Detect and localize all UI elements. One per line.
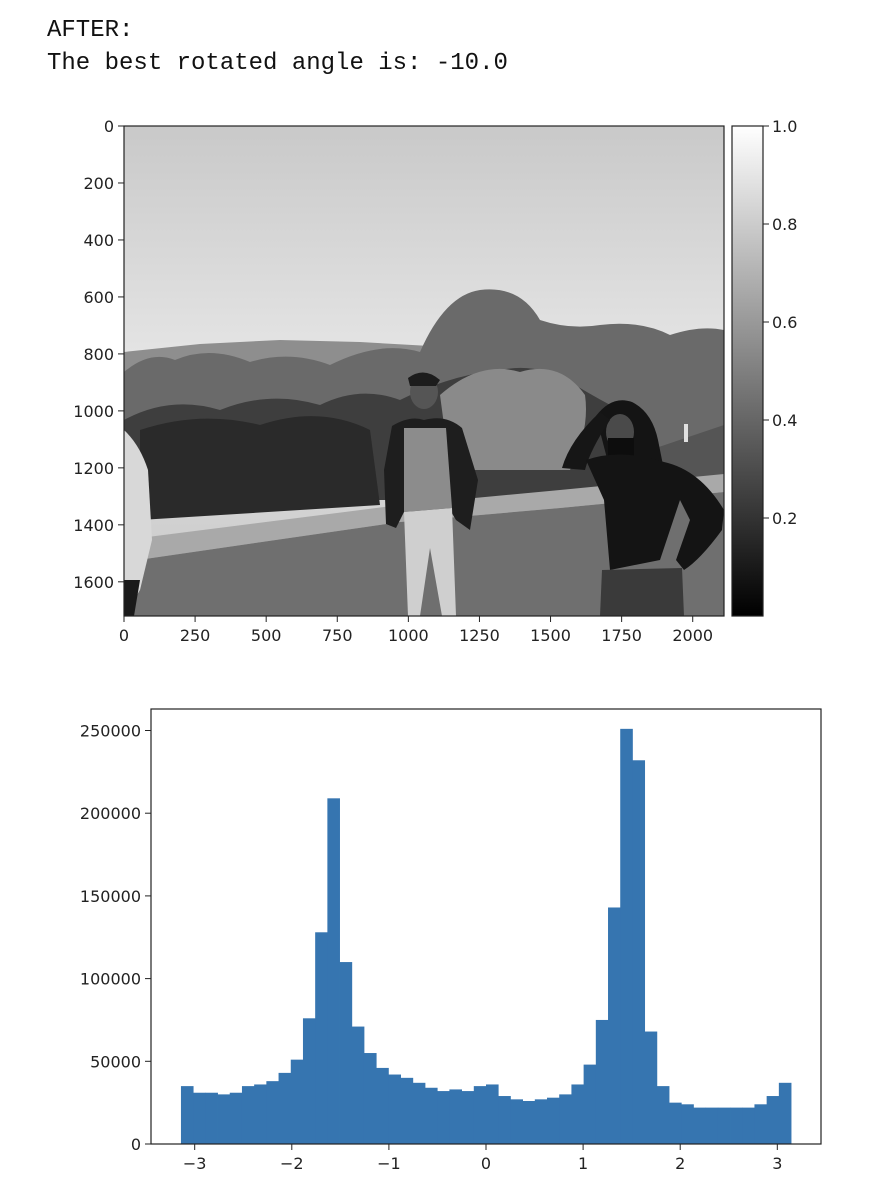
histogram-bar: [632, 760, 646, 1144]
histogram-bar: [656, 1086, 670, 1144]
histogram-bar: [327, 798, 340, 1144]
histogram-panel: −3 −2 −1 0 1 2 3 0 50000 100000 150000 200000 250000: [80, 708, 822, 1173]
image-x-tick-label: 2000: [672, 626, 713, 645]
colorbar: [731, 125, 764, 617]
histogram-bar: [742, 1107, 755, 1144]
histogram-bar: [302, 1018, 316, 1144]
histogram-y-tick-label: 200000: [80, 804, 141, 823]
histogram-bar: [266, 1081, 279, 1144]
output-line-after: AFTER:: [47, 17, 134, 44]
colorbar-tick-label: 0.4: [772, 411, 797, 430]
histogram-bar: [669, 1102, 682, 1144]
histogram-bar: [705, 1107, 719, 1144]
histogram-bar: [315, 932, 328, 1144]
histogram-axes-frame: [150, 708, 822, 1145]
histogram-bar: [205, 1092, 218, 1144]
histogram-bar: [595, 1019, 609, 1144]
image-x-tick-label: 250: [180, 626, 211, 645]
histogram-x-tick-label: 2: [675, 1154, 685, 1173]
histogram-bar: [254, 1084, 267, 1144]
colorbar-tick-label: 1.0: [772, 117, 797, 136]
output-line-best-angle: The best rotated angle is: -10.0: [47, 50, 508, 77]
histogram-axis-ticks: −3 −2 −1 0 1 2 3 0 50000 100000 150000 200000 250000: [80, 722, 782, 1173]
histogram-bar: [486, 1084, 499, 1144]
image-x-tick-label: 1000: [388, 626, 429, 645]
histogram-bar: [290, 1059, 304, 1144]
histogram-bar: [473, 1086, 487, 1144]
image-x-tick-label: 750: [322, 626, 353, 645]
image-panel: 0 250 500 750 1000 1250 1500 1750 2000 0 200 400 600…: [73, 117, 797, 645]
histogram-x-tick-label: 0: [481, 1154, 491, 1173]
image-x-tick-label: 0: [119, 626, 129, 645]
histogram-bar: [547, 1097, 560, 1144]
image-y-tick-label: 1600: [73, 573, 114, 592]
grayscale-photo-icon: [124, 126, 724, 616]
histogram-bar: [400, 1077, 414, 1144]
histogram-bar: [180, 1086, 194, 1144]
histogram-y-tick-label: 0: [131, 1135, 141, 1154]
colorbar-tick-label: 0.2: [772, 509, 797, 528]
histogram-bar: [717, 1107, 731, 1144]
histogram-bar: [351, 1026, 365, 1144]
image-x-tick-label: 1750: [601, 626, 642, 645]
histogram-bar: [559, 1094, 572, 1144]
histogram-bar: [363, 1053, 377, 1144]
histogram-bar: [571, 1084, 585, 1144]
image-y-tick-label: 0: [104, 117, 114, 136]
histogram-bar: [241, 1086, 255, 1144]
histogram-bar: [766, 1096, 780, 1144]
histogram-bar: [510, 1099, 524, 1144]
histogram-bar: [388, 1074, 401, 1144]
histogram-y-tick-label: 150000: [80, 887, 141, 906]
image-y-tick-label: 1200: [73, 459, 114, 478]
colorbar-tick-label: 0.6: [772, 313, 797, 332]
colorbar-ticks: 0.2 0.4 0.6 0.8 1.0: [763, 117, 797, 528]
histogram-bar: [339, 962, 353, 1144]
histogram-x-tick-label: 1: [578, 1154, 588, 1173]
histogram-bar: [608, 907, 621, 1144]
histogram-bar: [498, 1096, 511, 1144]
histogram-bar: [693, 1107, 707, 1144]
histogram-bar: [217, 1094, 231, 1144]
histogram-bar: [193, 1092, 206, 1144]
histogram-bar: [449, 1089, 462, 1144]
histogram-bar: [730, 1107, 743, 1144]
histogram-bar: [424, 1087, 438, 1144]
histogram-bar: [754, 1104, 768, 1144]
histogram-x-tick-label: −1: [377, 1154, 401, 1173]
colorbar-tick-label: 0.8: [772, 215, 797, 234]
histogram-bar: [778, 1082, 792, 1144]
image-y-tick-label: 600: [83, 288, 114, 307]
histogram-bar: [437, 1091, 450, 1144]
image-y-tick-label: 1000: [73, 402, 114, 421]
histogram-bar: [376, 1067, 389, 1144]
histogram-bar: [644, 1031, 658, 1144]
cell-output-text: AFTER: The best rotated angle is: -10.0: [47, 14, 508, 80]
image-y-tick-label: 200: [83, 174, 114, 193]
histogram-y-tick-label: 50000: [90, 1052, 141, 1071]
image-y-tick-label: 800: [83, 345, 114, 364]
image-y-tick-label: 1400: [73, 516, 114, 535]
histogram-y-tick-label: 250000: [80, 722, 141, 741]
image-x-tick-label: 1500: [530, 626, 571, 645]
histogram-x-tick-label: −3: [183, 1154, 207, 1173]
histogram-bar: [412, 1082, 426, 1144]
histogram-bar: [534, 1099, 548, 1144]
image-x-tick-label: 1250: [459, 626, 500, 645]
image-x-tick-label: 500: [251, 626, 282, 645]
histogram-x-tick-label: −2: [280, 1154, 304, 1173]
histogram-bar: [522, 1100, 536, 1144]
histogram-bar: [461, 1091, 475, 1144]
histogram-bar: [229, 1092, 243, 1144]
image-axis-ticks: 0 250 500 750 1000 1250 1500 1750 2000 0 200 400 600…: [73, 117, 713, 645]
image-y-tick-label: 400: [83, 231, 114, 250]
histogram-bar: [620, 728, 633, 1144]
histogram-y-tick-label: 100000: [80, 970, 141, 989]
histogram-bars: [180, 728, 792, 1144]
histogram-bar: [681, 1104, 694, 1144]
histogram-bar: [278, 1072, 292, 1144]
histogram-x-tick-label: 3: [772, 1154, 782, 1173]
histogram-bar: [583, 1064, 597, 1144]
